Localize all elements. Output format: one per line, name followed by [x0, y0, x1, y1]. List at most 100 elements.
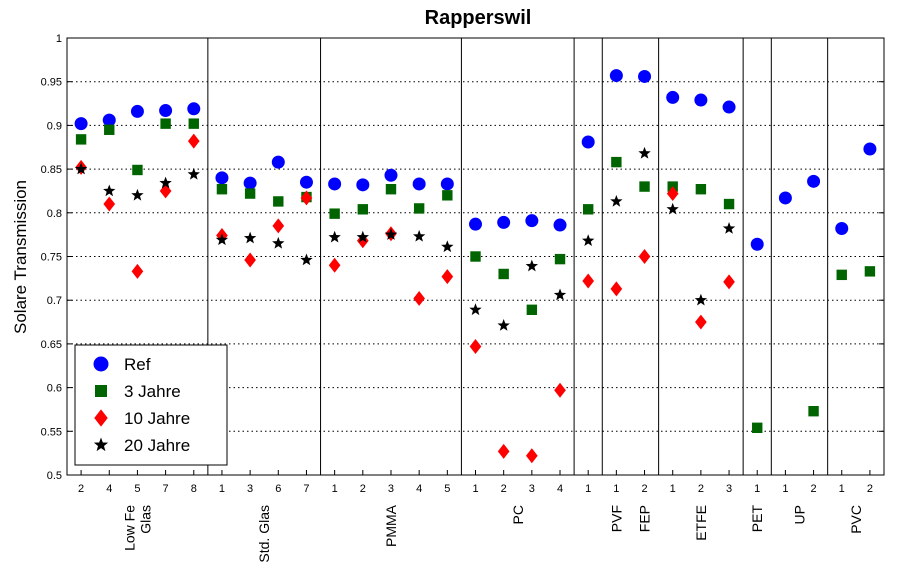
data-point [469, 339, 482, 354]
data-point [328, 230, 341, 243]
data-point [638, 249, 651, 264]
data-point [215, 171, 229, 185]
x-tick-label: 3 [388, 483, 394, 495]
data-point [299, 175, 313, 189]
data-point [525, 214, 539, 228]
category-label-line: Glas [137, 505, 153, 534]
data-point [159, 176, 172, 189]
data-point [356, 230, 369, 243]
y-tick-label: 0.65 [41, 339, 62, 351]
data-point [497, 215, 511, 229]
data-point [864, 266, 876, 277]
category-labels: Low FeGlas Std. Glas PMMA PC PVF FEP ETFE PET UP… [121, 504, 863, 562]
x-tick-label: 2 [641, 483, 647, 495]
series-ref [74, 69, 877, 251]
data-point [553, 288, 567, 301]
data-point [498, 268, 509, 280]
data-point [413, 290, 425, 306]
x-tick-label: 3 [726, 483, 732, 495]
category-label: UP [791, 505, 807, 524]
x-tick-label: 5 [134, 483, 140, 495]
data-point [609, 69, 623, 83]
x-ticks: 2 4 5 7 8 1 3 6 7 1 2 3 4 5 1 2 3 4 1 1 2 1 2 3 1 1 2 1 2 [78, 470, 873, 495]
data-point [187, 167, 200, 180]
data-point [582, 234, 595, 247]
data-point [778, 191, 792, 205]
data-point [441, 240, 454, 253]
data-point [863, 142, 877, 156]
data-point [722, 222, 736, 234]
category-label-line: PVF [608, 505, 624, 532]
data-point [441, 269, 454, 285]
data-point [469, 217, 482, 231]
data-point [412, 177, 426, 191]
data-point [356, 178, 370, 192]
data-point [835, 222, 849, 236]
data-point [132, 164, 143, 176]
x-tick-label: 2 [78, 483, 84, 495]
category-label-line: PET [749, 505, 765, 533]
x-tick-label: 2 [698, 483, 704, 495]
x-tick-label: 7 [163, 483, 169, 495]
data-point [273, 196, 284, 207]
y-tick-label: 0.7 [47, 295, 62, 307]
category-label: PVF [608, 505, 624, 532]
data-points [74, 69, 877, 464]
data-point [694, 293, 708, 306]
data-point [525, 259, 539, 272]
data-point [75, 134, 87, 145]
data-point [103, 184, 116, 197]
legend-marker [93, 356, 109, 372]
data-point [131, 263, 144, 279]
category-label: PET [749, 505, 765, 533]
data-point [695, 314, 707, 330]
data-point [104, 124, 115, 135]
data-point [131, 188, 144, 201]
data-point [243, 176, 257, 190]
category-label-line: PVC [848, 505, 864, 534]
legend: Ref 3 Jahre 10 Jahre 20 Jahre [74, 344, 228, 466]
category-label-line: PMMA [383, 504, 399, 547]
data-point [722, 100, 736, 114]
data-point [300, 190, 313, 206]
data-point [470, 251, 481, 262]
category-label: Std. Glas [256, 505, 272, 563]
data-point [328, 177, 342, 191]
x-tick-label: 1 [782, 483, 788, 495]
data-point [639, 181, 650, 192]
data-point [271, 155, 285, 169]
data-point [102, 113, 116, 127]
data-point [638, 69, 652, 83]
legend-marker [94, 409, 108, 427]
chart-title: Rapperswil [425, 7, 532, 29]
data-point [216, 184, 228, 195]
data-point [159, 104, 173, 118]
data-point [272, 218, 285, 234]
category-label: Low FeGlas [121, 505, 153, 551]
data-point [836, 269, 847, 281]
data-point [442, 190, 453, 201]
legend-entry: 20 Jahre [124, 436, 190, 455]
category-label-line: Low Fe [121, 505, 137, 551]
data-point [554, 253, 566, 265]
legend-marker [95, 385, 107, 397]
data-point [526, 448, 538, 464]
plot-frame [66, 37, 885, 476]
x-tick-label: 2 [867, 483, 873, 495]
category-label: PC [510, 505, 526, 524]
category-label: FEP [637, 505, 653, 532]
x-tick-label: 2 [811, 483, 817, 495]
x-tick-label: 6 [275, 483, 281, 495]
category-label-line: UP [791, 505, 807, 524]
data-point [694, 93, 708, 107]
data-point [723, 198, 735, 210]
data-point [187, 133, 200, 149]
data-point [666, 90, 680, 104]
data-point [130, 104, 144, 118]
y-tick-label: 0.95 [41, 77, 62, 89]
y-tick-label: 1 [56, 33, 62, 45]
y-tick-label: 0.9 [47, 120, 62, 132]
data-point [329, 208, 340, 219]
category-label: PVC [848, 505, 864, 534]
